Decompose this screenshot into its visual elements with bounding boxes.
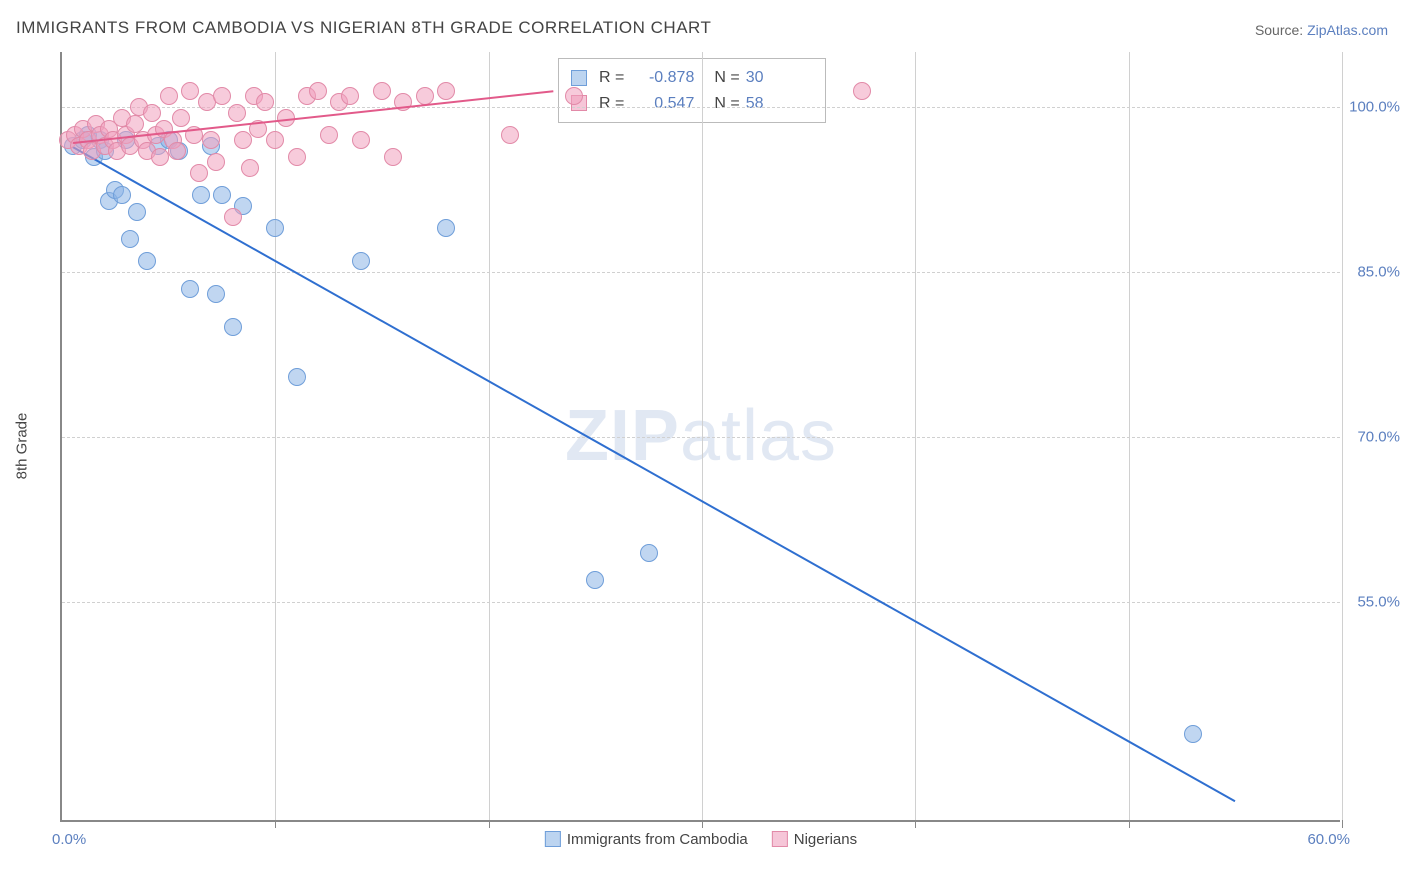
legend-item-nigerians: Nigerians [772,831,857,848]
legend-label-nigerians: Nigerians [794,831,857,848]
plot-area: ZIPatlas R =-0.878N =30R =0.547N =58 Imm… [60,52,1340,822]
stats-row: R =-0.878 N = 30 [571,65,813,91]
data-point [565,87,583,105]
stats-r-value: 0.547 [630,91,694,117]
chart-title: IMMIGRANTS FROM CAMBODIA VS NIGERIAN 8TH… [16,18,711,38]
data-point [501,126,519,144]
data-point [213,87,231,105]
stats-row: R =0.547 N = 58 [571,91,813,117]
data-point [309,82,327,100]
stats-r-label: R = [599,65,624,91]
x-tick-label-min: 0.0% [52,831,86,848]
legend-label-cambodia: Immigrants from Cambodia [567,831,748,848]
data-point [320,126,338,144]
data-point [241,159,259,177]
gridline-v [702,52,703,820]
data-point [160,87,178,105]
stats-r-value: -0.878 [630,65,694,91]
data-point [1184,725,1202,743]
data-point [192,186,210,204]
trend-line [72,146,1236,802]
data-point [352,252,370,270]
gridline-v [1342,52,1343,820]
x-tick-label-max: 60.0% [1307,831,1350,848]
y-tick-label: 100.0% [1345,99,1400,116]
data-point [121,230,139,248]
data-point [151,148,169,166]
gridline-h [62,107,1340,108]
watermark: ZIPatlas [565,395,837,477]
gridline-v [489,52,490,820]
data-point [181,82,199,100]
data-point [437,219,455,237]
data-point [288,148,306,166]
data-point [586,571,604,589]
data-point [341,87,359,105]
data-point [181,280,199,298]
x-tick-mark [915,820,916,828]
data-point [143,104,161,122]
x-tick-mark [1342,820,1343,828]
data-point [256,93,274,111]
data-point [266,131,284,149]
data-point [207,285,225,303]
gridline-h [62,272,1340,273]
x-tick-mark [489,820,490,828]
stats-swatch [571,70,587,86]
data-point [384,148,402,166]
stats-n-label: N = [714,65,739,91]
y-axis-label: 8th Grade [14,413,31,480]
data-point [138,252,156,270]
gridline-h [62,602,1340,603]
stats-legend-box: R =-0.878 N = 30 R =0.547 N = 58 [558,58,826,123]
watermark-bold: ZIP [565,396,680,476]
stats-n-value: 30 [746,65,764,91]
stats-r-label: R = [599,91,624,117]
source-link[interactable]: ZipAtlas.com [1307,22,1388,38]
y-tick-label: 70.0% [1345,429,1400,446]
source-attribution: Source: ZipAtlas.com [1255,22,1388,38]
bottom-legend: Immigrants from Cambodia Nigerians [545,831,857,848]
x-tick-mark [275,820,276,828]
data-point [352,131,370,149]
data-point [213,186,231,204]
data-point [373,82,391,100]
data-point [113,186,131,204]
y-tick-label: 55.0% [1345,594,1400,611]
data-point [228,104,246,122]
stats-n-label: N = [714,91,739,117]
data-point [224,208,242,226]
x-tick-mark [702,820,703,828]
data-point [266,219,284,237]
source-label: Source: [1255,22,1307,38]
data-point [288,368,306,386]
data-point [168,142,186,160]
data-point [224,318,242,336]
gridline-v [1129,52,1130,820]
data-point [437,82,455,100]
y-tick-label: 85.0% [1345,264,1400,281]
data-point [172,109,190,127]
data-point [640,544,658,562]
data-point [190,164,208,182]
data-point [207,153,225,171]
data-point [853,82,871,100]
legend-swatch-nigerians [772,831,788,847]
data-point [128,203,146,221]
x-tick-mark [1129,820,1130,828]
legend-swatch-cambodia [545,831,561,847]
legend-item-cambodia: Immigrants from Cambodia [545,831,748,848]
data-point [202,131,220,149]
gridline-h [62,437,1340,438]
watermark-light: atlas [680,396,837,476]
data-point [126,115,144,133]
gridline-v [275,52,276,820]
gridline-v [915,52,916,820]
stats-n-value: 58 [746,91,764,117]
data-point [416,87,434,105]
